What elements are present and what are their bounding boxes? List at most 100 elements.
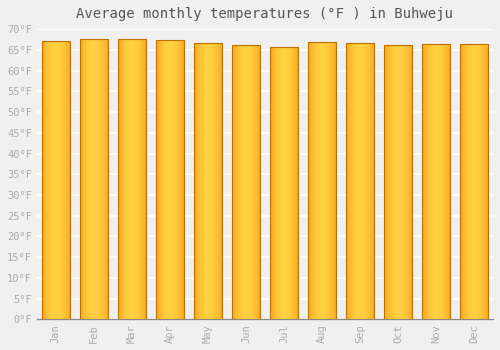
Bar (42, 41, 43, 320)
Bar (450, 44, 452, 320)
Bar (292, 47, 294, 320)
Bar (462, 44, 463, 320)
Bar (99, 39, 100, 320)
Bar (134, 39, 136, 320)
Bar (42, 41, 70, 320)
Bar (406, 45, 408, 320)
Bar (44, 41, 46, 320)
Bar (194, 43, 222, 320)
Bar (448, 44, 450, 320)
Bar (208, 43, 210, 320)
Bar (308, 42, 336, 320)
Bar (280, 47, 281, 320)
Bar (132, 39, 134, 320)
Bar (368, 43, 370, 320)
Bar (318, 42, 320, 320)
Bar (460, 44, 461, 320)
Bar (206, 43, 208, 320)
Bar (430, 44, 432, 320)
Bar (370, 43, 372, 320)
Bar (460, 44, 488, 320)
Bar (480, 44, 482, 320)
Bar (346, 43, 374, 320)
Bar (244, 45, 246, 320)
Bar (156, 40, 184, 320)
Bar (98, 39, 100, 320)
Bar (422, 44, 424, 320)
Bar (434, 44, 436, 320)
Bar (200, 43, 202, 320)
Bar (84, 39, 86, 320)
Bar (172, 40, 174, 320)
Bar (466, 44, 468, 320)
Bar (374, 43, 376, 320)
Bar (232, 45, 234, 320)
Bar (68, 41, 69, 320)
Bar (354, 43, 356, 320)
Bar (184, 40, 185, 320)
Bar (90, 39, 92, 320)
Bar (316, 42, 318, 320)
Bar (252, 45, 254, 320)
Bar (56, 41, 58, 320)
Bar (103, 39, 104, 320)
Bar (96, 39, 98, 320)
Bar (384, 45, 385, 320)
Bar (162, 40, 164, 320)
Bar (424, 44, 426, 320)
Bar (486, 44, 488, 320)
Bar (432, 44, 434, 320)
Bar (436, 44, 438, 320)
Bar (422, 44, 450, 320)
Bar (404, 45, 406, 320)
Bar (488, 44, 490, 320)
Bar (62, 41, 63, 320)
Bar (138, 39, 140, 320)
Bar (426, 44, 428, 320)
Bar (118, 39, 120, 320)
Bar (246, 45, 248, 320)
Bar (362, 43, 364, 320)
Bar (236, 45, 238, 320)
Bar (212, 43, 214, 320)
Bar (444, 44, 446, 320)
Bar (48, 41, 50, 320)
Bar (60, 41, 62, 320)
Bar (348, 43, 350, 320)
Bar (58, 41, 59, 320)
Bar (278, 47, 280, 320)
Bar (104, 39, 105, 320)
Bar (142, 39, 143, 320)
Bar (330, 42, 332, 320)
Bar (176, 40, 178, 320)
Bar (70, 41, 71, 320)
Bar (66, 41, 67, 320)
Bar (276, 47, 278, 320)
Bar (67, 41, 68, 320)
Bar (334, 42, 336, 320)
Bar (221, 43, 222, 320)
Bar (158, 40, 160, 320)
Bar (295, 47, 296, 320)
Bar (328, 42, 330, 320)
Bar (139, 39, 140, 320)
Bar (336, 42, 337, 320)
Bar (80, 39, 108, 320)
Bar (461, 44, 462, 320)
Bar (82, 39, 84, 320)
Bar (356, 43, 358, 320)
Bar (248, 45, 250, 320)
Bar (204, 43, 206, 320)
Bar (438, 44, 440, 320)
Bar (101, 39, 102, 320)
Bar (69, 41, 70, 320)
Bar (360, 43, 362, 320)
Bar (94, 39, 96, 320)
Bar (196, 43, 198, 320)
Bar (412, 45, 414, 320)
Bar (408, 45, 410, 320)
Bar (388, 45, 390, 320)
Bar (106, 39, 107, 320)
Bar (446, 44, 448, 320)
Bar (410, 45, 412, 320)
